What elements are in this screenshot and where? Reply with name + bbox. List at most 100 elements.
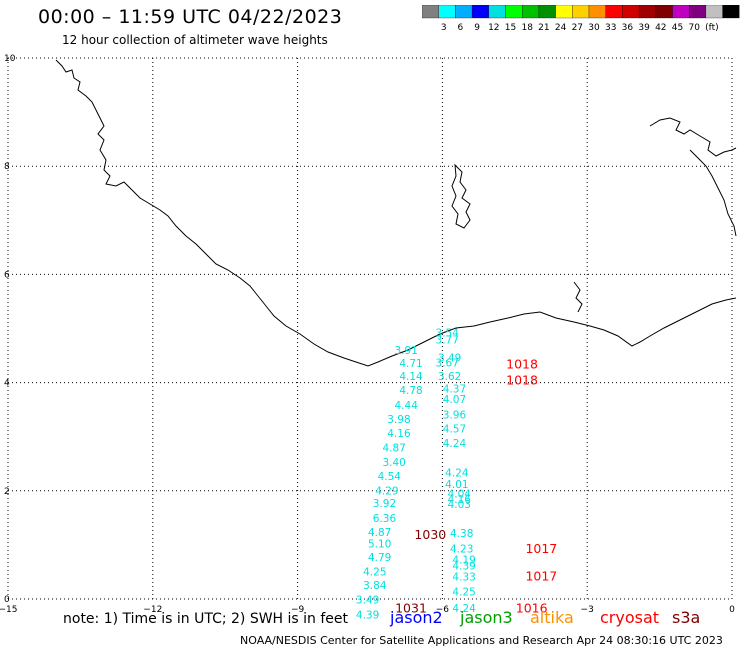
x-tick-label: −9 [291,605,305,615]
wave-height-value: 3.98 [387,414,410,426]
wave-height-value: 4.87 [368,527,391,539]
coastline [55,59,737,367]
wave-height-value: 4.87 [382,443,405,455]
y-tick-label: 10 [4,54,16,64]
color-swatches [422,5,740,19]
coastline-east-inlet [689,149,737,237]
color-scale-label: 15 [505,23,516,33]
wave-height-value: 4.03 [448,499,471,511]
pressure-value: 1017 [525,541,557,556]
wave-height-value: 4.57 [443,424,466,436]
wave-height-value: 4.38 [450,528,473,540]
wave-height-value: 4.19 [452,555,475,567]
y-tick-label: 0 [4,595,10,605]
satellite-jason3: jason3 [460,608,513,627]
color-scale-label: 27 [572,23,583,33]
color-scale-label: 30 [588,23,600,33]
color-scale-label: 12 [488,23,499,33]
color-scale-unit: (ft) [705,23,719,33]
y-tick-label: 8 [4,162,10,172]
y-tick-label: 6 [4,270,10,280]
pressure-value: 1016 [516,601,548,616]
wave-height-value: 4.16 [448,494,472,506]
wave-height-value: 3.92 [373,498,396,510]
coastline-point [573,281,583,313]
wave-height-value: 4.24 [452,603,476,615]
pressure-value: 1031 [395,601,427,616]
pressure-value: 1017 [525,568,557,583]
satellite-jason2: jason2 [390,608,443,627]
wave-height-value: 4.01 [445,479,468,491]
wave-height-value: 3.84 [363,580,387,592]
pressure-value: 1030 [414,527,446,542]
wave-height-value: 6.36 [373,513,397,525]
satellite-s3a: s3a [672,608,701,627]
coastline-northeast [649,117,737,157]
wave-height-value: 3.49 [438,353,461,365]
color-scale-label: 18 [521,23,533,33]
wave-height-value: 3.67 [436,358,459,370]
coastline-islet [451,163,471,229]
wave-height-value: 4.44 [395,400,419,412]
wave-height-value: 4.39 [356,610,379,622]
map-title: 00:00 – 11:59 UTC 04/22/2023 [38,6,343,28]
color-scale-label: 70 [688,23,700,33]
x-tick-label: −3 [581,605,594,615]
satellite-cryosat: cryosat [600,608,660,627]
x-tick-label: 0 [729,605,735,615]
wave-height-value: 3.49 [356,595,379,607]
credit-line: NOAA/NESDIS Center for Satellite Applica… [240,634,723,647]
color-scale-label: 3 [441,23,447,33]
wave-height-value: 3.62 [438,371,461,383]
wave-height-value: 4.24 [445,467,469,479]
color-scale-label: 9 [474,23,480,33]
y-tick-label: 2 [4,487,10,497]
pressure-value: 1018 [506,357,538,372]
wave-height-value: 3.91 [395,345,418,357]
footnote: note: 1) Time is in UTC; 2) SWH is in fe… [63,611,349,627]
wave-height-value: 4.07 [443,394,466,406]
wave-height-value: 4.23 [450,544,473,556]
x-tick-label: −12 [143,605,162,615]
wave-height-value: 4.37 [443,384,466,396]
color-scale-label: 21 [538,23,549,33]
wave-height-value: 4.39 [452,560,475,572]
wave-height-value: 4.04 [448,489,472,501]
wave-height-value: 4.14 [399,371,423,383]
wave-height-value: 3.96 [443,410,467,422]
color-scale-label: 33 [605,23,616,33]
color-swatch [722,5,740,19]
x-tick-label: −15 [0,605,18,615]
map-subtitle: 12 hour collection of altimeter wave hei… [62,33,328,47]
color-scale-label: 39 [638,23,650,33]
lat-lon-grid [7,57,733,600]
wave-height-value: 4.79 [368,552,391,564]
wave-height-value: 4.16 [387,428,411,440]
wave-height-value: 3.40 [382,457,405,469]
wave-height-value: 4.71 [399,358,422,370]
color-scale-label: 36 [622,23,634,33]
axis-labels: −15 −12 −9 −6 −3 0 0 2 4 6 8 10 [0,54,735,615]
color-scale-legend: 3 6 9 12 15 18 21 24 27 30 33 36 39 42 45 70 (ft) [422,5,740,33]
color-scale-label: 6 [458,23,464,33]
wave-height-value: 4.25 [452,586,475,598]
coastline-main [55,59,737,367]
color-scale-label: 24 [555,23,567,33]
wave-height-value: 4.78 [399,385,422,397]
wave-height-value: 4.25 [363,566,386,578]
y-tick-label: 4 [4,379,10,389]
wave-height-value: 4.24 [443,438,467,450]
color-scale-label: 42 [655,23,666,33]
wave-height-value: 4.54 [378,471,402,483]
wave-height-value: 4.29 [375,485,398,497]
color-scale-label: 45 [672,23,683,33]
wave-height-value: 3.77 [436,334,459,346]
wave-height-value: 3.54 [436,327,460,339]
wave-height-value: 5.10 [368,538,391,550]
wave-height-value: 4.33 [452,571,475,583]
pressure-value: 1018 [506,372,538,387]
satellite-altika: altika [530,608,574,627]
x-tick-label: −6 [436,605,450,615]
